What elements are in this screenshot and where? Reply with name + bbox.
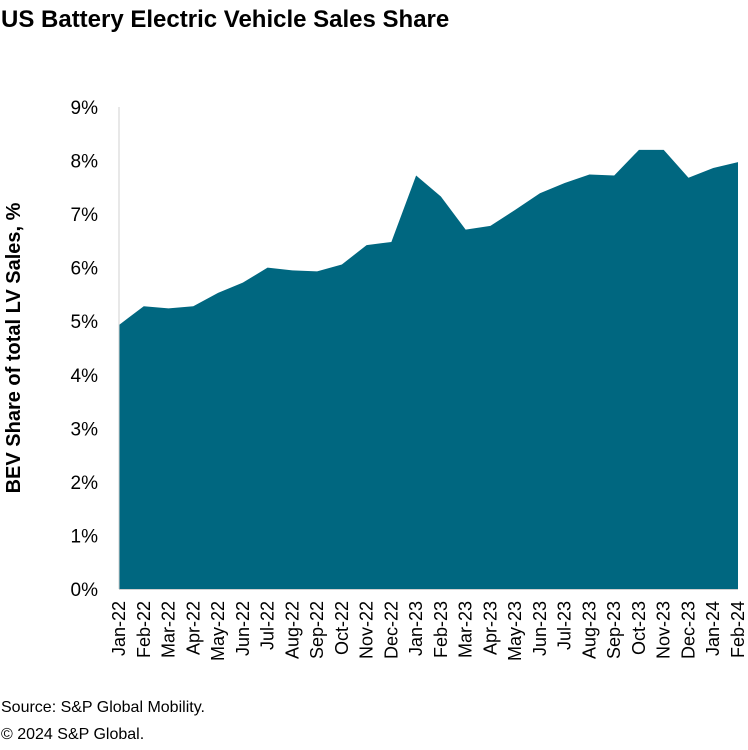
y-axis-label: BEV Share of total LV Sales, % xyxy=(3,202,25,493)
y-tick-label: 0% xyxy=(71,580,99,601)
y-tick-label: 1% xyxy=(71,526,99,547)
x-tick-label: Nov-22 xyxy=(357,601,377,659)
chart-title: US Battery Electric Vehicle Sales Share xyxy=(1,6,450,33)
x-tick-label: Aug-22 xyxy=(282,601,302,659)
x-tick-label: May-23 xyxy=(505,601,525,661)
x-tick-label: Jul-22 xyxy=(258,601,278,650)
x-tick-label: Sep-23 xyxy=(604,601,624,659)
area-layer xyxy=(119,149,738,589)
y-tick-label: 3% xyxy=(71,419,99,440)
bev-share-chart: 0%1%2%3%4%5%6%7%8%9% Jan-22 Feb-22 Mar-22 A… xyxy=(3,98,748,661)
x-tick-label: Dec-23 xyxy=(678,601,698,659)
y-tick-label: 5% xyxy=(71,312,99,333)
y-tick-label: 9% xyxy=(71,98,99,119)
x-tick-label: Jan-24 xyxy=(703,601,723,656)
x-tick-label: Feb-22 xyxy=(134,601,154,658)
x-tick-label: Feb-23 xyxy=(431,601,451,658)
x-tick-label: Mar-22 xyxy=(159,601,179,658)
x-tick-label: Aug-23 xyxy=(579,601,599,659)
x-tick-label: Apr-22 xyxy=(183,601,203,655)
y-tick-label: 8% xyxy=(71,152,99,173)
x-tick-label: Jul-23 xyxy=(555,601,575,650)
x-tick-label: Nov-23 xyxy=(654,601,674,659)
x-tick-label: May-22 xyxy=(208,601,228,661)
x-tick-label: Sep-22 xyxy=(307,601,327,659)
x-tick-label: Feb-24 xyxy=(728,601,748,658)
y-tick-label: 4% xyxy=(71,366,99,387)
x-tick-label: Oct-22 xyxy=(332,601,352,655)
x-tick-label: Dec-22 xyxy=(381,601,401,659)
x-tick-label: Jun-23 xyxy=(530,601,550,656)
y-tick-label: 2% xyxy=(71,473,99,494)
y-tick-labels: 0% 1% 2% 3% 4% 5% 6% 7% 8% 9% xyxy=(71,98,99,601)
x-tick-label: Apr-23 xyxy=(480,601,500,655)
y-tick-label: 7% xyxy=(71,205,99,226)
copyright-note: © 2024 S&P Global. xyxy=(1,726,145,743)
axis-layer xyxy=(118,107,738,590)
x-tick-labels: Jan-22 Feb-22 Mar-22 Apr-22 May-22 Jun-22 Jul-… xyxy=(109,601,748,661)
y-tick-label: 6% xyxy=(71,259,99,280)
x-tick-label: Oct-23 xyxy=(629,601,649,655)
series-area-bev-share xyxy=(119,149,738,589)
x-tick-label: Mar-23 xyxy=(456,601,476,658)
x-tick-label: Jan-23 xyxy=(406,601,426,656)
x-tick-label: Jan-22 xyxy=(109,601,129,656)
source-note: Source: S&P Global Mobility. xyxy=(1,699,205,716)
x-tick-label: Jun-22 xyxy=(233,601,253,656)
